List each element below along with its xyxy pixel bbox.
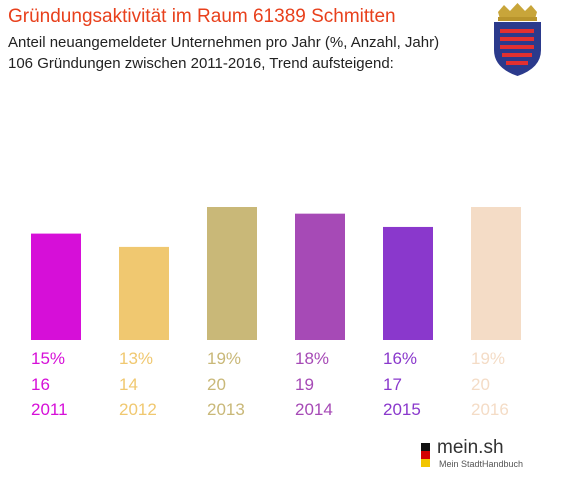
- count-label-2014: 19: [295, 375, 314, 394]
- german-flag-icon: [421, 443, 430, 467]
- year-label-2016: 2016: [471, 400, 509, 419]
- year-label-2011: 2011: [31, 400, 68, 419]
- year-label-2014: 2014: [295, 400, 333, 419]
- year-label-2013: 2013: [207, 400, 245, 419]
- chart-subtitle: Anteil neuangemeldeter Unternehmen pro J…: [8, 34, 440, 51]
- count-label-2013: 20: [207, 375, 226, 394]
- percent-label-2014: 18%: [295, 349, 329, 368]
- year-label-2015: 2015: [383, 400, 421, 419]
- bar-2011: [31, 233, 81, 340]
- percent-label-2013: 19%: [207, 349, 241, 368]
- hesse-coat-of-arms-icon: [484, 3, 551, 78]
- year-label-2012: 2012: [119, 400, 157, 419]
- bar-2012: [119, 246, 169, 340]
- percent-label-2016: 19%: [471, 349, 505, 368]
- count-label-2011: 16: [31, 375, 50, 394]
- chart-summary: 106 Gründungen zwischen 2011-2016, Trend…: [8, 55, 394, 72]
- bar-2013: [207, 207, 257, 340]
- count-label-2016: 20: [471, 375, 490, 394]
- bar-2016: [471, 207, 521, 340]
- bar-2015: [383, 226, 433, 340]
- site-tagline: Mein StadtHandbuch: [439, 459, 524, 469]
- percent-label-2015: 16%: [383, 349, 417, 368]
- site-logo[interactable]: mein.sh: [437, 437, 504, 458]
- count-label-2015: 17: [383, 375, 402, 394]
- count-label-2012: 14: [119, 375, 138, 394]
- bar-2014: [295, 213, 345, 340]
- percent-label-2012: 13%: [119, 349, 153, 368]
- chart-title: Gründungsaktivität im Raum 61389 Schmitt…: [8, 6, 396, 27]
- percent-label-2011: 15%: [31, 349, 65, 368]
